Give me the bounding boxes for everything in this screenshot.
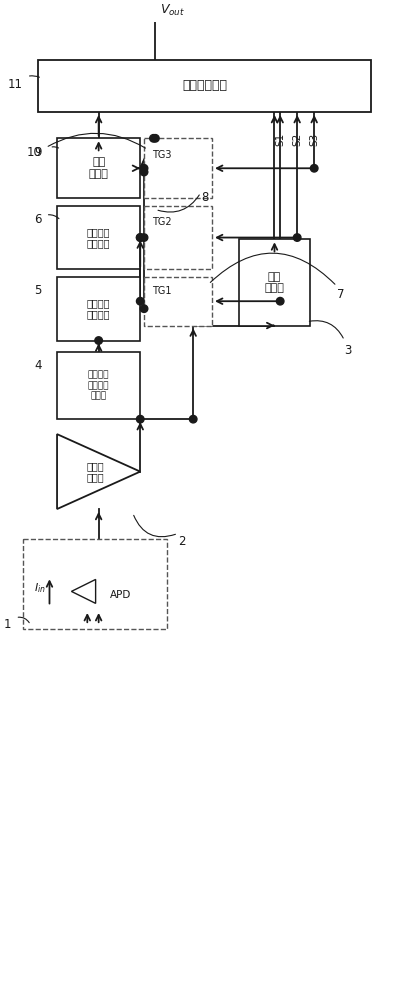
Text: 7: 7 <box>337 288 344 301</box>
Text: 11: 11 <box>8 78 23 91</box>
Circle shape <box>136 234 144 241</box>
Text: 4: 4 <box>34 359 42 372</box>
Circle shape <box>140 305 148 312</box>
Text: 跨阻预
放大器: 跨阻预 放大器 <box>86 461 104 482</box>
Text: 逻辑处理单元: 逻辑处理单元 <box>182 79 227 92</box>
Text: 1: 1 <box>4 618 12 631</box>
Circle shape <box>310 165 318 172</box>
Text: 6: 6 <box>34 213 42 226</box>
Text: 单端输入
转差分输
出电路: 单端输入 转差分输 出电路 <box>88 371 110 400</box>
Circle shape <box>136 415 144 423</box>
Text: 2: 2 <box>178 535 186 548</box>
Circle shape <box>136 234 144 241</box>
Text: 10: 10 <box>27 146 42 159</box>
Bar <box>57 277 140 341</box>
Text: 幅度
检测器: 幅度 检测器 <box>264 272 284 293</box>
Text: S3: S3 <box>309 133 319 146</box>
Text: APD: APD <box>110 590 131 600</box>
Text: TG2: TG2 <box>152 217 171 227</box>
Circle shape <box>276 297 284 305</box>
Bar <box>57 206 140 269</box>
Text: $V_{out}$: $V_{out}$ <box>160 3 185 18</box>
Text: 9: 9 <box>34 146 42 159</box>
Circle shape <box>294 234 301 241</box>
Polygon shape <box>71 579 96 603</box>
Bar <box>57 138 140 198</box>
Text: 5: 5 <box>35 284 42 297</box>
Polygon shape <box>57 434 140 509</box>
Bar <box>23 539 167 629</box>
Bar <box>57 352 140 419</box>
Text: S1: S1 <box>275 133 285 146</box>
Bar <box>144 206 212 269</box>
Text: 固定增益
放大器一: 固定增益 放大器一 <box>87 298 110 319</box>
Circle shape <box>190 415 197 423</box>
Text: 8: 8 <box>201 191 208 204</box>
Bar <box>38 60 371 112</box>
Bar <box>144 277 212 326</box>
Circle shape <box>152 135 159 142</box>
Bar <box>238 239 310 326</box>
Text: 固定增益
放大器二: 固定增益 放大器二 <box>87 227 110 248</box>
Text: S2: S2 <box>292 133 302 146</box>
Text: $I_{in}$: $I_{in}$ <box>34 581 46 595</box>
Circle shape <box>140 234 148 241</box>
Bar <box>144 138 212 198</box>
Circle shape <box>136 297 144 305</box>
Text: 3: 3 <box>344 344 352 357</box>
Circle shape <box>95 337 102 344</box>
Text: TG3: TG3 <box>152 150 171 160</box>
Text: 输出
缓冲器: 输出 缓冲器 <box>89 157 109 179</box>
Circle shape <box>140 168 148 176</box>
Circle shape <box>150 135 157 142</box>
Circle shape <box>140 165 148 172</box>
Text: TG1: TG1 <box>152 286 171 296</box>
